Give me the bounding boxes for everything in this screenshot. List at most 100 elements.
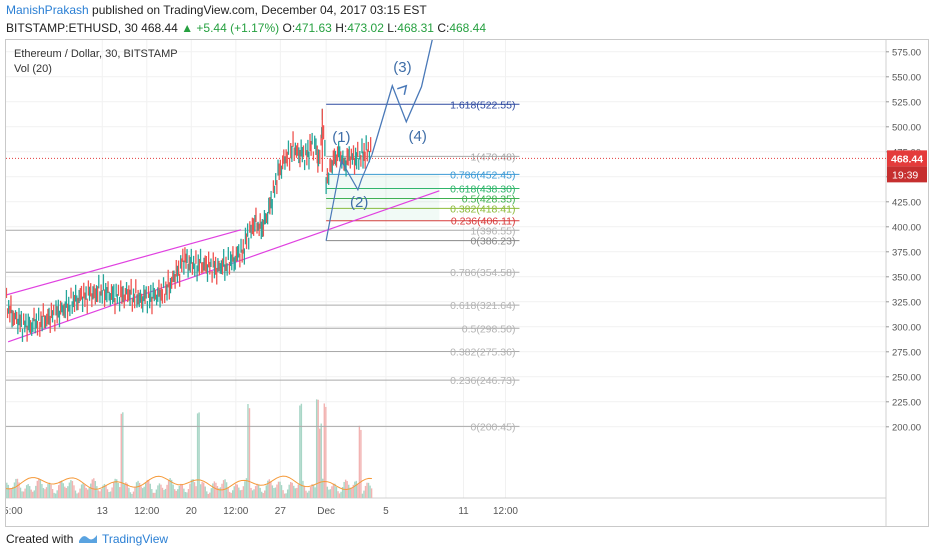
x-tick-label: 5:00: [6, 506, 23, 517]
volume-bar: [363, 490, 365, 498]
close-label: C:: [437, 21, 450, 35]
volume-bar: [155, 489, 158, 498]
volume-bar: [175, 490, 177, 498]
x-tick-label: 27: [275, 506, 287, 517]
volume-bar: [15, 478, 17, 498]
volume-bar: [25, 485, 28, 498]
fib-right-label: 1.618(522.55): [450, 99, 515, 111]
volume-bar: [239, 490, 242, 498]
volume-bar: [38, 478, 40, 498]
volume-bar: [338, 493, 341, 498]
volume-bar: [215, 482, 217, 498]
volume-bar: [123, 484, 126, 498]
volume-bar: [351, 487, 353, 498]
volume-bar: [193, 482, 196, 498]
fib-left-label: 1(396.55): [471, 225, 516, 237]
volume-bar: [163, 489, 165, 498]
current-price-badge: [887, 150, 927, 167]
volume-bar: [290, 481, 292, 498]
volume-bar: [221, 483, 223, 498]
volume-bar: [149, 483, 151, 498]
volume-bar: [79, 488, 81, 498]
volume-bar: [308, 490, 310, 498]
volume-bar: [283, 493, 286, 498]
volume-bar: [219, 487, 222, 498]
tradingview-brand[interactable]: TradingView: [102, 532, 169, 546]
volume-bar: [88, 487, 90, 498]
volume-bar: [348, 484, 350, 498]
current-price-label: 468.44: [891, 153, 923, 165]
volume-bar: [329, 489, 332, 498]
volume-bar: [280, 485, 283, 498]
x-tick-label: 11: [458, 506, 469, 517]
fib-zone: [326, 174, 440, 221]
volume-bar: [224, 479, 226, 498]
volume-bar: [27, 484, 29, 498]
volume-bar: [82, 483, 84, 498]
y-tick-label: 575.00: [892, 47, 921, 58]
volume-bar: [248, 408, 251, 498]
volume-bar: [152, 492, 155, 498]
volume-bar: [207, 493, 209, 498]
volume-bar: [198, 412, 200, 498]
chart-pane[interactable]: 5:001312:002012:0027Dec51112:00625.00600…: [5, 39, 929, 527]
volume-bar: [41, 483, 43, 498]
volume-bar: [158, 483, 161, 498]
wave-path-actual: [325, 154, 373, 241]
volume-bar: [36, 480, 39, 498]
author-link[interactable]: ManishPrakash: [6, 3, 89, 17]
chart-legend-title: Ethereum / Dollar, 30, BITSTAMP: [14, 48, 178, 60]
price-chart[interactable]: 5:001312:002012:0027Dec51112:00625.00600…: [6, 40, 928, 526]
wave-path-projection: [371, 40, 433, 155]
volume-bar: [282, 490, 284, 498]
volume-bar: [119, 487, 121, 498]
volume-bar: [332, 483, 335, 498]
volume-bar: [128, 487, 130, 498]
volume-bar: [314, 487, 316, 498]
volume-bar: [270, 481, 272, 498]
volume-bar: [18, 482, 20, 498]
open-value: 471.63: [295, 21, 332, 35]
volume-bar: [317, 399, 319, 498]
volume-bar: [56, 490, 58, 498]
volume-bar: [59, 481, 61, 498]
volume-bar: [286, 489, 289, 498]
volume-legend: Vol (20): [14, 63, 52, 75]
volume-bar: [364, 485, 367, 498]
volume-bar: [187, 489, 190, 498]
x-tick-label: 20: [186, 506, 198, 517]
volume-bar: [294, 488, 296, 498]
volume-bar: [131, 493, 133, 498]
y-tick-label: 400.00: [892, 222, 921, 233]
volume-bar: [181, 485, 184, 498]
volume-bar: [137, 480, 139, 498]
fib-left-label: 0.236(246.73): [450, 375, 515, 387]
volume-bar: [370, 488, 373, 498]
volume-bar: [210, 488, 213, 498]
volume-bar: [306, 492, 309, 498]
volume-bar: [354, 481, 356, 498]
created-with-label: Created with: [6, 532, 74, 546]
volume-bar: [189, 483, 191, 498]
volume-bar: [244, 481, 246, 498]
volume-bar: [300, 403, 303, 498]
y-tick-label: 425.00: [892, 197, 921, 208]
fib-left-label: 0.618(321.64): [450, 300, 515, 312]
x-tick-label: 12:00: [493, 506, 518, 517]
volume-bar: [9, 487, 11, 498]
volume-bar: [141, 488, 144, 498]
y-tick-label: 250.00: [892, 372, 921, 383]
volume-bar: [166, 484, 168, 498]
volume-bar: [236, 484, 238, 498]
volume-bar: [24, 488, 26, 498]
volume-bar: [335, 486, 338, 498]
volume-bar: [265, 485, 267, 498]
high-label: H:: [335, 21, 348, 35]
volume-bar: [85, 487, 87, 498]
volume-bar: [273, 488, 275, 498]
volume-bar: [7, 484, 10, 498]
fib-left-label: 0.786(354.58): [450, 267, 515, 279]
volume-bar: [222, 480, 225, 498]
volume-bar: [154, 492, 156, 498]
volume-bar: [77, 492, 80, 498]
